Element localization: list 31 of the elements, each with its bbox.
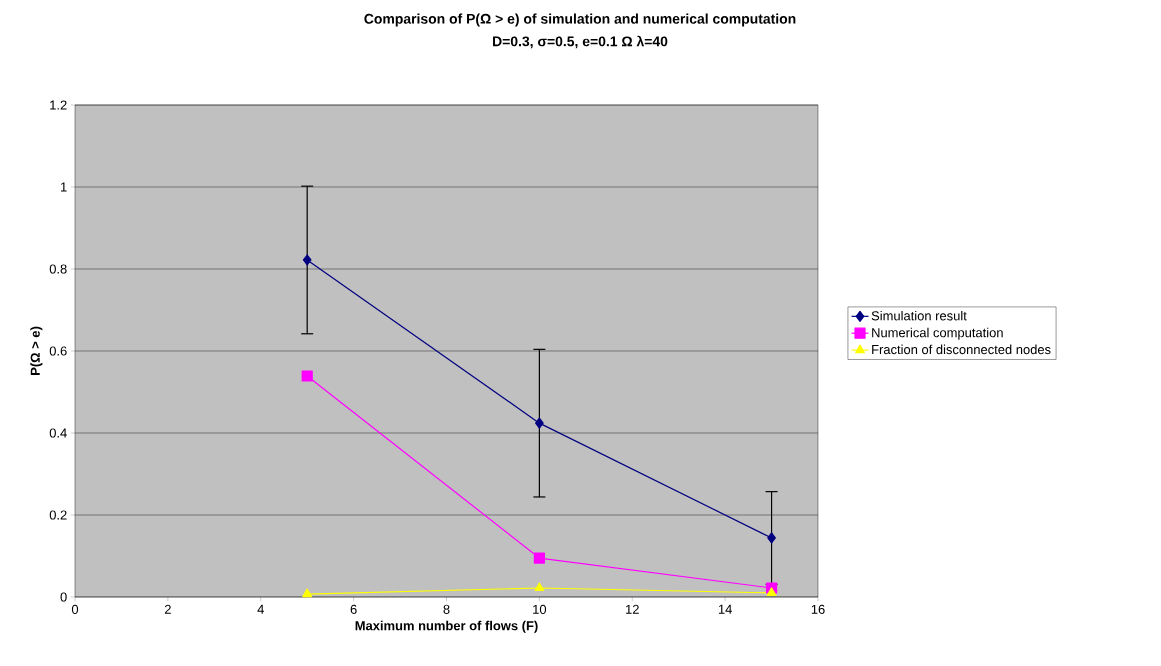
- y-tick-label: 0: [60, 592, 67, 602]
- y-tick-label: 1: [61, 182, 67, 192]
- y-tick-label: 0.4: [49, 428, 67, 438]
- point: [534, 582, 545, 592]
- chart-subtitle: D=0.3, σ=0.5, e=0.1 Ω λ=40: [493, 35, 668, 49]
- legend-label: Simulation result: [871, 310, 967, 321]
- x-tick-label: 10: [533, 604, 547, 614]
- y-tick-label: 0.6: [49, 346, 67, 356]
- x-tick-label: 12: [626, 604, 639, 614]
- x-tick-label: 2: [164, 604, 171, 614]
- chart-title: Comparison of P(Ω > e) of simulation and numerical computation: [364, 13, 796, 27]
- point: [535, 417, 544, 429]
- x-axis-title: Maximum number of flows (F): [355, 620, 538, 633]
- x-tick-label: 0: [71, 604, 79, 614]
- point: [767, 532, 776, 544]
- point: [766, 587, 777, 596]
- x-tick-label: 8: [443, 604, 450, 614]
- y-axis-title: P(Ω > e): [30, 326, 43, 375]
- point: [301, 370, 313, 382]
- point: [302, 254, 312, 266]
- x-tick-label: 4: [257, 604, 264, 614]
- point: [533, 552, 545, 564]
- y-tick-label: 1.2: [50, 100, 67, 110]
- point: [302, 588, 313, 598]
- x-tick-label: 6: [350, 604, 357, 614]
- legend-label: Numerical computation: [872, 327, 1003, 340]
- y-tick-label: 0.8: [49, 264, 67, 274]
- x-tick-label: 14: [718, 604, 732, 614]
- y-tick-label: 0.2: [49, 510, 67, 520]
- x-tick-label: 16: [811, 604, 825, 614]
- legend-label: Fraction of disconnected nodes: [872, 344, 1051, 355]
